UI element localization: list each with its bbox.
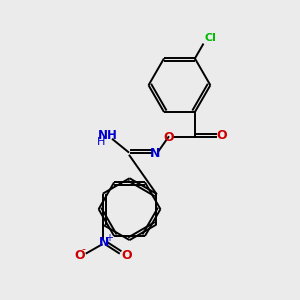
Text: N: N bbox=[99, 236, 109, 249]
Text: N: N bbox=[149, 147, 160, 160]
Text: -: - bbox=[82, 244, 86, 254]
Text: H: H bbox=[97, 137, 105, 147]
Text: O: O bbox=[74, 249, 85, 262]
Text: O: O bbox=[216, 129, 227, 142]
Text: +: + bbox=[105, 233, 113, 243]
Text: O: O bbox=[121, 249, 132, 262]
Text: NH: NH bbox=[98, 129, 117, 142]
Text: O: O bbox=[163, 130, 174, 143]
Text: Cl: Cl bbox=[205, 33, 216, 43]
